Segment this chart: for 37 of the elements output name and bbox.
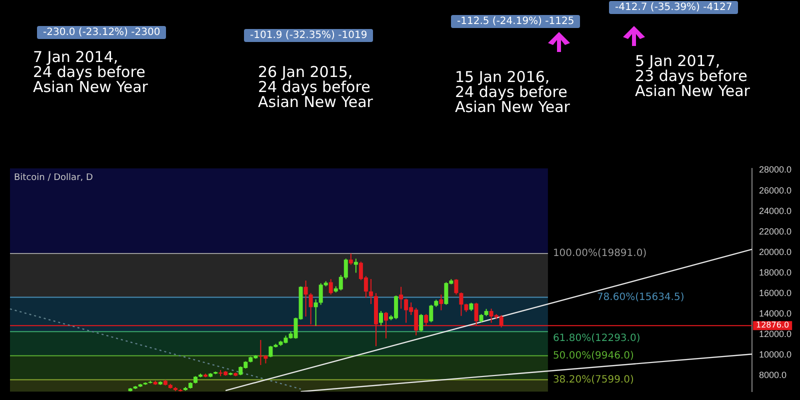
y-tick-label: 26000.0	[759, 185, 792, 196]
text: -412.7 (-35.39%) -4127	[609, 1, 738, 14]
text: -101.9 (-32.35%) -1019	[244, 29, 374, 42]
text: 15 Jan 2016, 24 days before Asian New Year	[455, 68, 570, 116]
y-tick-label: 24000.0	[759, 206, 792, 216]
candlestick	[419, 314, 424, 332]
candlestick	[459, 292, 464, 316]
ref-line-label: 38.20%(7599.0)	[552, 374, 634, 386]
text: Bitcoin / Dollar, D	[14, 173, 93, 184]
text: -112.5 (-24.19%) -1125	[451, 15, 580, 28]
ref-line-label: 61.80%(12293.0)	[552, 333, 640, 344]
y-tick-label: 10000.0	[759, 350, 792, 360]
y-tick-label: 8000.0	[759, 370, 787, 380]
text: -230.0 (-23.12%) -2300	[37, 26, 166, 39]
y-tick-label: 20000.0	[759, 246, 792, 257]
candlestick	[379, 310, 383, 326]
candlestick	[304, 280, 308, 318]
y-tick-label: 28000.0	[759, 164, 792, 175]
text: 5 Jan 2017, 23 days before Asian New Year	[635, 52, 750, 100]
y-tick-label: 18000.0	[759, 267, 792, 278]
candlestick	[429, 304, 434, 323]
candlestick	[439, 294, 444, 311]
y-tick-label: 22000.0	[759, 226, 792, 236]
ref-line-label: 100.00%(19891.0)	[552, 248, 647, 260]
y-tick-label: 14000.0	[759, 308, 792, 319]
ref-line-label: 78.60%(15634.5)	[596, 292, 684, 303]
ref-line-label: 12876.0	[756, 320, 790, 330]
text: 7 Jan 2014, 24 days before Asian New Year	[33, 48, 148, 96]
candlestick	[368, 278, 373, 305]
text: 26 Jan 2015, 24 days before Asian New Year	[258, 63, 373, 111]
candlestick	[399, 286, 404, 310]
candlestick	[454, 278, 458, 296]
candlestick	[328, 278, 333, 296]
candlestick	[348, 253, 353, 266]
ref-line-label: 50.00%(9946.0)	[552, 350, 634, 362]
y-tick-label: 16000.0	[759, 288, 792, 298]
y-tick-label: 12000.0	[759, 329, 792, 340]
